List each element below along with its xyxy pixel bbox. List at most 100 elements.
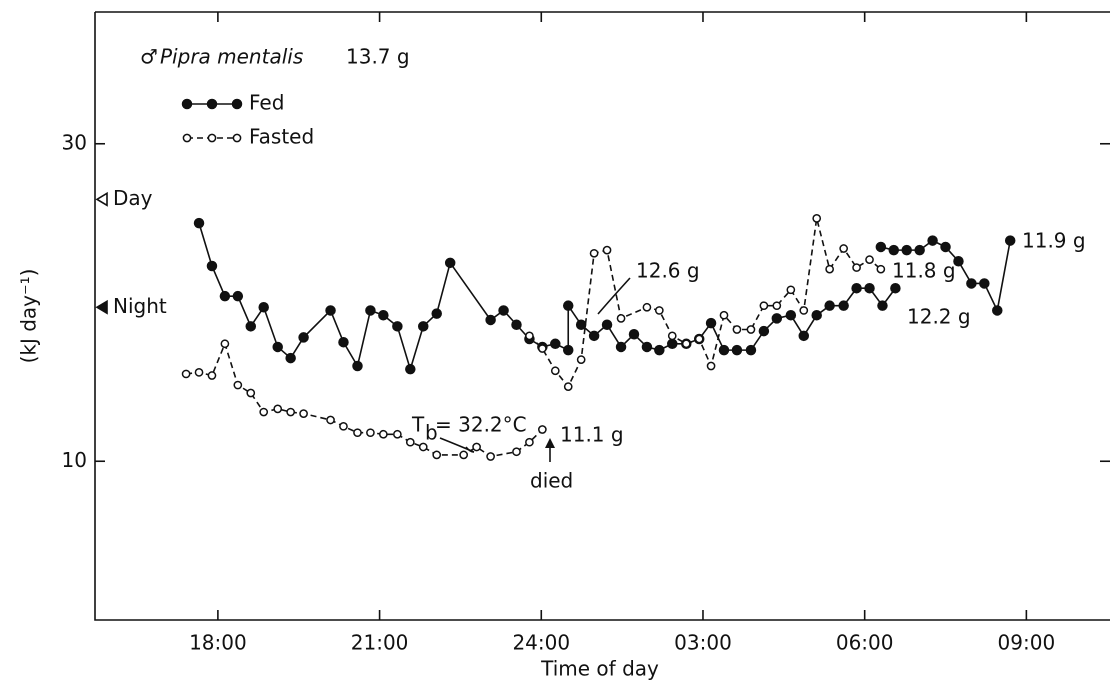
data-point: [562, 300, 574, 311]
legend-marker: [207, 133, 217, 143]
data-point: [628, 329, 640, 340]
title-species: Pipra mentalis: [160, 45, 303, 69]
tb-symbol: T: [411, 413, 425, 437]
data-point: [550, 338, 561, 350]
data-point: [472, 442, 481, 452]
data-point: [667, 331, 677, 341]
tb-sub: b: [425, 421, 438, 445]
data-point: [245, 321, 257, 332]
data-point: [285, 352, 296, 364]
level-marker: [95, 299, 108, 315]
data-point: [877, 300, 888, 311]
data-point: [459, 450, 469, 460]
data-point: [575, 319, 587, 330]
x-tick-label: 21:00: [351, 631, 409, 655]
level-marker: [95, 191, 108, 207]
data-point: [405, 437, 415, 447]
arrow-head: [545, 438, 555, 448]
level-label: Night: [113, 294, 167, 318]
data-point: [207, 371, 217, 380]
data-point: [852, 263, 861, 272]
x-tick-label: 18:00: [189, 631, 247, 655]
data-point: [786, 285, 796, 295]
data-point: [602, 245, 612, 255]
data-point: [576, 355, 586, 365]
data-point: [181, 369, 191, 379]
data-point: [352, 360, 363, 372]
data-point: [525, 331, 534, 341]
tb-value: = 32.2°C: [435, 413, 527, 437]
data-point: [785, 309, 797, 321]
data-point: [298, 332, 309, 343]
data-point: [667, 338, 678, 350]
data-point: [799, 306, 809, 315]
data-point: [273, 404, 283, 414]
data-point: [746, 325, 756, 334]
data-point: [365, 305, 376, 316]
data-point: [953, 255, 964, 267]
data-point: [966, 278, 977, 289]
data-point: [811, 309, 822, 321]
y-tick-label: 30: [62, 130, 87, 154]
data-point: [642, 302, 652, 312]
data-point: [718, 344, 730, 356]
x-tick-label: 03:00: [674, 631, 732, 655]
data-point: [588, 330, 600, 342]
data-point: [851, 282, 862, 294]
data-point: [745, 344, 757, 356]
data-point: [511, 319, 522, 330]
data-point: [875, 241, 887, 253]
legend-label: Fasted: [249, 125, 314, 149]
data-point: [927, 235, 938, 246]
x-axis-label: Time of day: [540, 657, 659, 681]
data-point: [838, 300, 849, 311]
data-point: [405, 363, 416, 375]
data-point: [772, 301, 782, 311]
axis-frame: [94, 11, 1110, 621]
data-point: [485, 314, 496, 326]
annotation: 11.1 g: [560, 423, 624, 447]
data-point: [705, 317, 717, 329]
data-point: [378, 309, 389, 321]
data-point: [694, 334, 704, 344]
data-point: [220, 339, 230, 349]
title-symbol: ♂: [140, 45, 158, 69]
data-point: [601, 319, 613, 330]
data-point: [890, 282, 901, 294]
data-point: [353, 428, 362, 438]
data-point: [219, 290, 231, 302]
data-point: [194, 368, 204, 377]
data-point: [731, 344, 743, 356]
data-point: [366, 428, 375, 438]
title-mass: 13.7 g: [346, 45, 410, 69]
data-point: [706, 361, 716, 371]
data-point: [865, 255, 874, 264]
data-point: [641, 341, 653, 353]
data-point: [759, 301, 769, 311]
data-point: [325, 305, 336, 316]
data-point: [299, 409, 308, 418]
y-axis-label: (kJ day⁻¹): [17, 269, 41, 364]
data-point: [732, 325, 742, 334]
data-point: [864, 282, 875, 294]
data-point: [232, 290, 244, 302]
legend-marker: [182, 133, 192, 143]
data-point: [486, 452, 495, 461]
data-point: [286, 407, 296, 417]
data-point: [512, 447, 521, 457]
data-point: [339, 421, 348, 431]
data-point: [525, 437, 534, 447]
data-point: [914, 244, 925, 256]
data-point: [193, 217, 205, 229]
data-point: [498, 305, 509, 316]
data-point: [418, 442, 428, 452]
data-point: [431, 308, 442, 319]
annotation: 12.2 g: [907, 305, 971, 329]
data-point: [444, 257, 456, 269]
data-point: [563, 382, 573, 391]
data-point: [589, 248, 599, 258]
data-point: [824, 300, 835, 311]
died-label: died: [530, 469, 573, 493]
annotation: 12.6 g: [636, 259, 700, 283]
